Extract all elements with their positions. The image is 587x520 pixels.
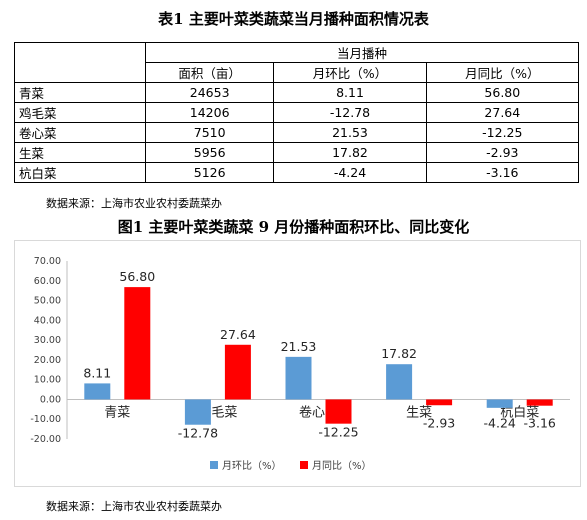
data-label: 27.64 (220, 327, 256, 342)
data-label: -2.93 (423, 415, 455, 430)
row-mom: 8.11 (273, 82, 427, 103)
row-mom: -4.24 (273, 162, 427, 183)
y-tick-label: 30.00 (34, 335, 61, 346)
data-label: -4.24 (484, 415, 516, 430)
row-yoy: -2.93 (425, 142, 580, 163)
planting-area-table: 当月播种 面积（亩） 月环比（%） 月同比（%） 青菜 24653 8.11 5… (14, 42, 580, 183)
data-label: -3.16 (524, 415, 556, 430)
table-row: 青菜 24653 8.11 56.80 (14, 82, 580, 103)
table-row: 鸡毛菜 14206 -12.78 27.64 (14, 102, 580, 123)
row-yoy: -12.25 (425, 122, 580, 143)
legend-swatch (300, 461, 308, 469)
bar-mom (184, 399, 211, 425)
row-mom: 21.53 (273, 122, 427, 143)
y-tick-label: 60.00 (34, 276, 61, 287)
table-group-header: 当月播种 (145, 42, 579, 63)
row-vegetable-name: 卷心菜 (14, 122, 146, 143)
legend-label: 月环比（%） (222, 460, 282, 472)
bar-yoy (224, 344, 251, 400)
bar-yoy (124, 287, 151, 400)
bar-yoy (526, 399, 553, 406)
row-area: 24653 (144, 82, 275, 103)
bar-mom (386, 364, 413, 400)
row-area: 7510 (144, 122, 275, 143)
column-header-area: 面积（亩） (144, 62, 275, 83)
y-tick-label: 70.00 (34, 256, 61, 267)
y-tick-label: -20.00 (30, 434, 61, 445)
row-yoy: -3.16 (425, 162, 580, 183)
chart-frame: -20.00 -10.00 0.00 10.00 20.00 30.00 40.00 50.0… (14, 240, 581, 487)
table-row: 杭白菜 5126 -4.24 -3.16 (14, 162, 580, 183)
row-vegetable-name: 生菜 (14, 142, 146, 163)
legend-swatch (210, 461, 218, 469)
table-row: 生菜 5956 17.82 -2.93 (14, 142, 580, 163)
table-source-note: 数据来源：上海市农业农村委蔬菜办 (46, 197, 222, 210)
data-label: 17.82 (381, 346, 417, 361)
column-header-mom: 月环比（%） (273, 62, 427, 83)
bar-yoy (325, 399, 352, 424)
legend-label: 月同比（%） (312, 460, 372, 472)
row-mom: -12.78 (273, 102, 427, 123)
data-label: -12.25 (318, 425, 358, 440)
y-tick-label: -10.00 (30, 414, 61, 425)
data-label: 56.80 (119, 269, 155, 284)
y-tick-label: 0.00 (40, 394, 61, 405)
y-tick-label: 20.00 (34, 355, 61, 366)
column-header-yoy: 月同比（%） (425, 62, 580, 83)
table-title: 表1 主要叶菜类蔬菜当月播种面积情况表 (158, 10, 429, 28)
bar-mom (84, 383, 111, 400)
data-label: 8.11 (83, 365, 111, 380)
x-category-label: 生菜 (406, 405, 432, 420)
bar-mom (285, 356, 312, 400)
bar-mom (486, 399, 513, 408)
table-corner-cell (14, 42, 146, 83)
row-mom: 17.82 (273, 142, 427, 163)
table-row: 卷心菜 7510 21.53 -12.25 (14, 122, 580, 143)
data-label: -12.78 (178, 426, 218, 441)
row-vegetable-name: 杭白菜 (14, 162, 146, 183)
row-vegetable-name: 鸡毛菜 (14, 102, 146, 123)
row-yoy: 56.80 (425, 82, 580, 103)
y-tick-label: 50.00 (34, 296, 61, 307)
bar-yoy (426, 399, 453, 406)
y-tick-label: 40.00 (34, 315, 61, 326)
chart-title: 图1 主要叶菜类蔬菜 9 月份播种面积环比、同比变化 (117, 218, 470, 236)
row-yoy: 27.64 (425, 102, 580, 123)
bar-chart: -20.00 -10.00 0.00 10.00 20.00 30.00 40.00 50.0… (30, 256, 570, 472)
row-area: 14206 (144, 102, 275, 123)
x-category-label: 杭白菜 (500, 404, 539, 420)
y-tick-label: 10.00 (34, 375, 61, 386)
row-area: 5126 (144, 162, 275, 183)
chart-source-note: 数据来源：上海市农业农村委蔬菜办 (46, 500, 222, 513)
row-vegetable-name: 青菜 (14, 82, 146, 103)
data-label: 21.53 (281, 339, 317, 354)
x-category-label: 青菜 (104, 405, 130, 420)
row-area: 5956 (144, 142, 275, 163)
